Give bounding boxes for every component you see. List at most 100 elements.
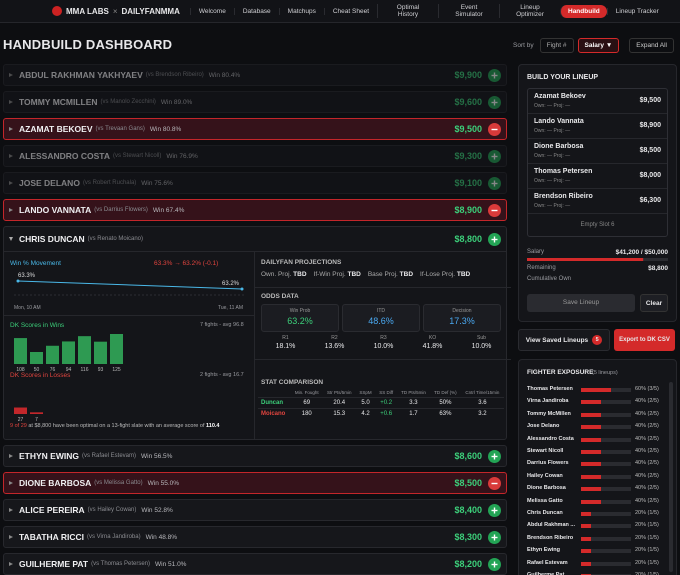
score-bar [30,412,43,414]
opponent: (vs Robert Ruchala) [82,180,137,186]
fighter-row[interactable]: TABATHA RICCI (vs Virna Jandiroba) Win 48.… [3,526,507,548]
fighter-row[interactable]: ABDUL RAKHMAN YAKHYAEV (vs Brendson Ribei… [3,64,507,86]
fighter-name: ABDUL RAKHMAN YAKHYAEV [19,70,143,80]
exposure-name: Brendson Ribeiro [527,534,574,541]
exposure-track [581,437,631,442]
salary: $8,500 [454,478,482,488]
sort-option[interactable]: Fight # [539,38,574,53]
stat-cell: 20.4 [333,400,346,406]
stat-cell: +0.2 [380,400,393,406]
fighter-row[interactable]: TOMMY MCMILLEN (vs Manolo Zecchini) Win 89… [3,91,507,113]
exposure-label: 40% (2/5) [635,398,659,405]
point-label: 63.3% [18,273,36,279]
lineup-slot[interactable]: Thomas Petersen Own: — Proj: — $8,000 [528,164,667,189]
fighter-row[interactable]: ETHYN EWING (vs Rafael Estevam) Win 56.5% $… [3,445,507,467]
nav-tab[interactable]: Database [233,7,279,15]
own-label: Cumulative Own [527,276,572,282]
slot-name: Dione Barbosa [534,143,584,150]
toggle-button[interactable] [488,176,501,190]
exposure-name: Chris Duncan [527,510,563,516]
exposure-label: 20% (1/5) [635,547,659,554]
projection-label: If-Lose Proj. [420,271,456,278]
fighter-row[interactable]: LANDO VANNATA (vs Darrius Flowers) Win 67.… [3,199,507,221]
slot-meta: Own: — Proj: — [534,103,571,109]
chevron [9,454,13,458]
fighter-row[interactable]: ALICE PEREIRA (vs Hailey Cowan) Win 52.8% $… [3,499,507,521]
toggle-button[interactable] [488,557,501,571]
fighter-row[interactable]: JOSE DELANO (vs Robert Ruchala) Win 75.6% $… [3,172,507,194]
optimal-score: 110.4 [206,423,220,429]
score-bar [14,338,27,364]
stat-name: Duncan [261,400,284,406]
projection-label: If-Win Proj. [313,271,346,278]
export-button[interactable]: Export to DK CSV [614,329,675,351]
stat-cell: 15.3 [333,411,346,417]
section-title: DAILYFAN PROJECTIONS [261,259,342,266]
exposure-fill [581,561,591,566]
lineup-slot[interactable]: Lando Vannata Own: — Proj: — $8,900 [528,114,667,139]
nav-tab[interactable]: Lineup Tracker [606,7,667,15]
slot-meta: Own: — Proj: — [534,178,571,184]
x-label: Tue, 11 AM [218,305,244,311]
detail-header[interactable]: CHRIS DUNCAN (vs Renato Moicano) $8,800 [4,227,506,252]
toggle-button[interactable] [488,232,501,246]
exposure-fill [581,400,601,405]
score-bars: 27 7 [14,407,43,423]
toggle-button[interactable] [488,95,501,109]
toggle-button[interactable] [488,476,501,490]
round-value: 41.8% [422,343,443,350]
nav-tab[interactable]: Event Simulator [438,4,499,18]
round-label: KO [428,335,437,341]
save-button[interactable]: Save Lineup [527,294,635,312]
fighter-row[interactable]: DIONE BARBOSA (vs Melissa Gatto) Win 55.0%… [3,472,507,494]
salary: $9,300 [454,151,482,161]
nav-tab[interactable]: Welcome [189,7,234,15]
exposure-name: Guilherme Pat [527,572,565,575]
stat-cell: 180 [301,411,312,417]
exposure-name: Virna Jandiroba [527,398,569,405]
fighter-row[interactable]: GUILHERME PAT (vs Thomas Petersen) Win 51.… [3,553,507,575]
fighter-name: ALESSANDRO COSTA [19,151,110,161]
win-prob: Win 76.9% [166,152,198,160]
empty-slot: Empty Slot 6 [528,214,667,236]
chevron [9,208,13,212]
toggle-button[interactable] [488,203,501,217]
lineup-slot[interactable]: Brendson Ribeiro Own: — Proj: — $6,300 [528,189,667,214]
exposure-track [581,499,631,504]
clear-button[interactable]: Clear [640,294,668,312]
lineup-slot[interactable]: Dione Barbosa Own: — Proj: — $8,500 [528,139,667,164]
win-prob: Win 52.8% [141,506,173,514]
round-odds: KO 41.8% [408,335,457,350]
view-saved-button[interactable]: View Saved Lineups 5 [518,329,610,351]
nav-tab[interactable]: Handbuild [560,4,607,18]
toggle-button[interactable] [488,122,501,136]
fighter-name: ALICE PEREIRA [19,505,85,515]
nav-tab[interactable]: Lineup Optimizer [499,4,560,18]
toggle-button[interactable] [488,530,501,544]
nav-tab[interactable]: Cheat Sheet [323,7,377,15]
bar-label: 27 [18,417,24,423]
salary: $8,600 [454,451,482,461]
sort-option[interactable]: Salary ▼ [577,38,620,53]
lineup-slot[interactable]: Azamat Bekoev Own: — Proj: — $9,500 [528,89,667,114]
fighter-name: ETHYN EWING [19,451,79,461]
expand-all[interactable]: Expand All [629,38,674,53]
nav-tab[interactable]: Optimal History [377,4,438,18]
toggle-button[interactable] [488,449,501,463]
salary: $9,500 [454,124,482,134]
fighter-list: ABDUL RAKHMAN YAKHYAEV (vs Brendson Ribei… [3,64,511,575]
toggle-button[interactable] [488,503,501,517]
nav-tab[interactable]: Matchups [278,7,324,15]
exposure-fill [581,450,601,454]
opponent: (vs Darrius Flowers) [94,207,148,213]
salary: $8,800 [454,234,482,244]
win-prob: Win 55.0% [147,479,180,487]
odds-value: 17.3% [449,316,475,326]
fighter-row[interactable]: AZAMAT BEKOEV (vs Trevaan Gans) Win 80.8% $… [3,118,507,140]
toggle-button[interactable] [488,68,501,82]
score-bar [62,341,75,364]
fighter-row[interactable]: ALESSANDRO COSTA (vs Stewart Nicoll) Win 7… [3,145,507,167]
chevron [9,535,13,539]
toggle-button[interactable] [488,149,501,163]
exposure-bar [581,412,631,417]
